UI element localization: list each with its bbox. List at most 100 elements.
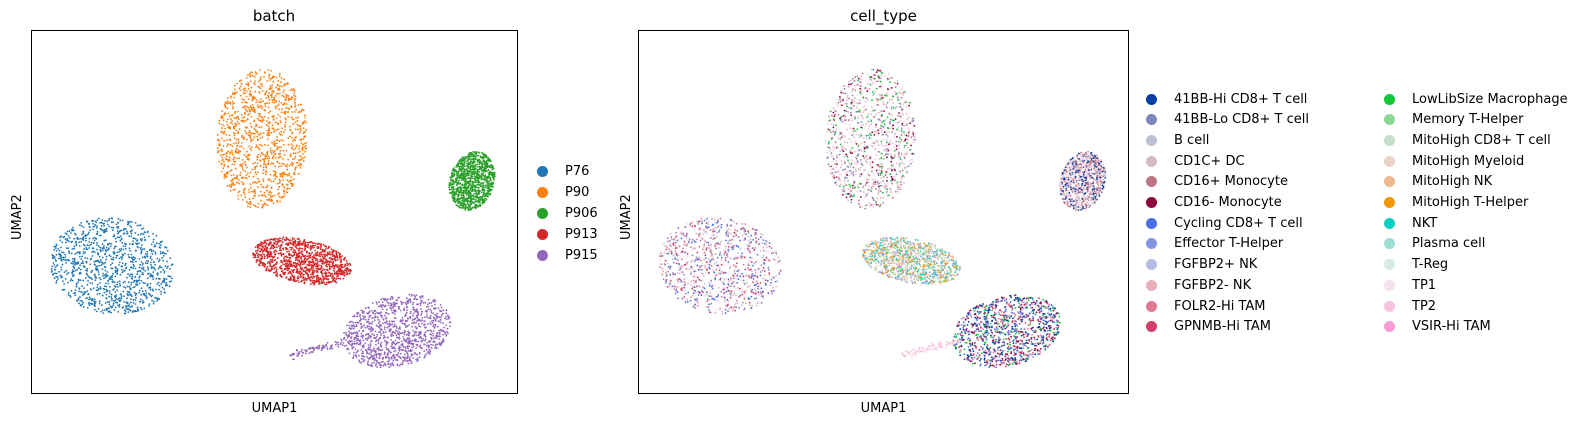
scatter-point: [231, 151, 234, 154]
scatter-point: [91, 282, 94, 285]
scatter-point: [317, 276, 320, 279]
scatter-point: [232, 184, 235, 187]
scatter-point: [103, 288, 106, 291]
scatter-point: [120, 297, 123, 299]
scatter-point: [300, 261, 302, 264]
scatter-point: [309, 247, 311, 250]
scatter-point: [139, 298, 142, 301]
scatter-point: [130, 220, 133, 223]
scatter-point: [238, 157, 241, 160]
scatter-point: [295, 253, 298, 256]
scatter-point: [111, 278, 114, 281]
scatter-point: [92, 237, 94, 240]
scatter-point: [86, 307, 89, 309]
scatter-point: [422, 301, 425, 304]
scatter-point: [364, 342, 367, 345]
scatter-point: [328, 281, 331, 283]
scatter-point: [65, 241, 67, 244]
scatter-point: [310, 247, 313, 250]
scatter-point: [267, 111, 270, 114]
scatter-point: [270, 96, 273, 99]
scatter-point: [233, 137, 236, 140]
scatter-point: [53, 264, 56, 266]
scatter-point: [473, 177, 475, 180]
scatter-point: [138, 266, 141, 269]
scatter-point: [263, 194, 266, 197]
scatter-point: [385, 331, 387, 333]
scatter-point: [405, 311, 408, 314]
scatter-point: [273, 155, 275, 157]
scatter-point: [256, 177, 259, 180]
scatter-point: [289, 253, 291, 256]
scatter-point: [335, 250, 338, 253]
scatter-point: [81, 291, 83, 294]
scatter-point: [278, 140, 281, 143]
scatter-point: [286, 179, 289, 182]
scatter-point: [262, 246, 264, 249]
scatter-point: [293, 268, 296, 271]
scatter-point: [484, 197, 487, 200]
scatter-point: [302, 261, 305, 263]
scatter-point: [114, 299, 117, 302]
scatter-point: [253, 136, 256, 138]
scatter-point: [275, 156, 277, 159]
scatter-point: [476, 169, 479, 171]
scatter-point: [255, 146, 257, 149]
scatter-point: [221, 156, 224, 159]
scatter-point: [140, 251, 143, 254]
scatter-point: [224, 104, 227, 107]
scatter-point: [458, 170, 460, 173]
scatter-point: [467, 174, 470, 177]
scatter-point: [54, 245, 57, 248]
scatter-point: [468, 157, 471, 159]
scatter-point: [256, 171, 259, 174]
scatter-point: [263, 160, 266, 163]
scatter-point: [286, 174, 289, 177]
scatter-point: [240, 79, 243, 82]
scatter-point: [104, 269, 107, 272]
scatter-point: [232, 132, 235, 134]
scatter-point: [124, 262, 127, 265]
scatter-point: [106, 249, 109, 252]
scatter-point: [366, 326, 369, 328]
scatter-point: [82, 306, 85, 308]
scatter-point: [486, 185, 489, 188]
scatter-point: [275, 274, 277, 277]
scatter-point: [466, 172, 468, 175]
scatter-point: [470, 184, 473, 187]
scatter-point: [260, 241, 262, 244]
scatter-point: [256, 252, 259, 255]
scatter-point: [469, 188, 472, 191]
scatter-point: [333, 250, 336, 252]
scatter-point: [139, 263, 141, 266]
scatter-point: [474, 204, 477, 207]
scatter-point: [432, 319, 435, 322]
scatter-point: [267, 155, 270, 157]
scatter-point: [341, 271, 344, 274]
scatter-point: [283, 259, 285, 261]
scatter-point: [266, 102, 268, 104]
scatter-point: [476, 195, 478, 197]
scatter-point: [328, 268, 331, 271]
scatter-point: [268, 127, 270, 129]
scatter-point: [277, 188, 279, 191]
scatter-point: [131, 295, 133, 297]
scatter-point: [267, 69, 270, 71]
scatter-point: [484, 192, 486, 195]
scatter-point: [88, 276, 91, 279]
scatter-point: [301, 149, 304, 151]
scatter-point: [249, 75, 252, 78]
scatter-point: [266, 157, 269, 160]
scatter-point: [269, 79, 271, 81]
scatter-point: [291, 88, 293, 90]
scatter-point: [93, 239, 96, 242]
scatter-point: [281, 183, 284, 186]
scatter-point: [448, 184, 451, 186]
scatter-point: [243, 116, 246, 118]
scatter-point: [106, 223, 109, 226]
scatter-point: [301, 156, 304, 159]
scatter-point: [259, 165, 262, 168]
scatter-point: [259, 69, 261, 71]
scatter-point: [270, 252, 273, 255]
scatter-point: [247, 82, 250, 84]
